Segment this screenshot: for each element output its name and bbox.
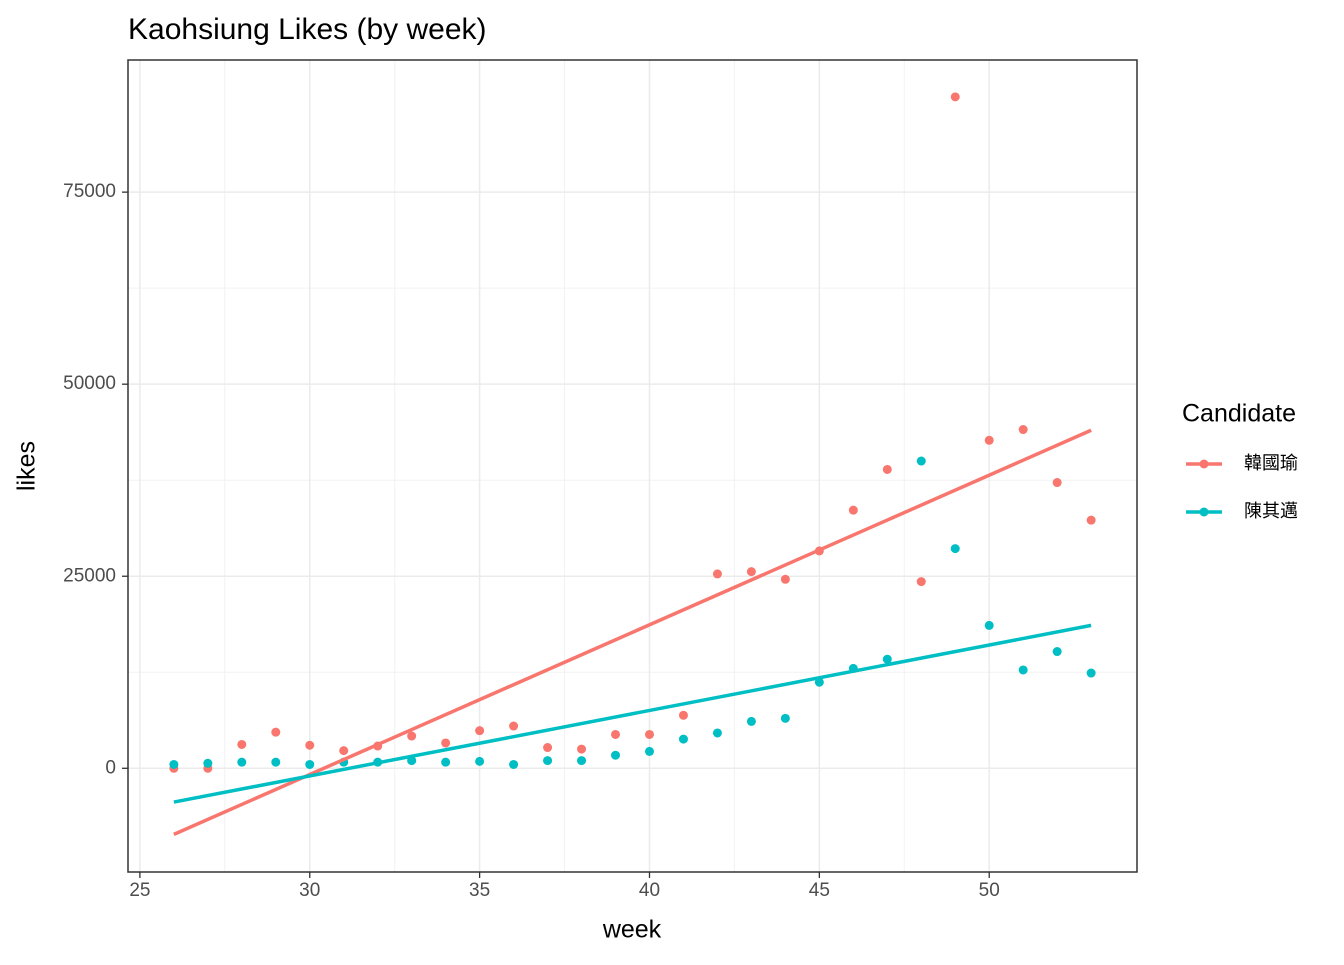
point bbox=[305, 740, 315, 750]
chart-title: Kaohsiung Likes (by week) bbox=[128, 13, 487, 46]
legend-marker bbox=[1199, 507, 1209, 517]
point bbox=[611, 729, 621, 739]
point bbox=[543, 756, 553, 766]
legend-label: 韓國瑜 bbox=[1244, 453, 1298, 473]
point bbox=[577, 744, 587, 754]
point bbox=[203, 758, 213, 768]
point bbox=[950, 92, 960, 102]
point bbox=[746, 567, 756, 577]
point bbox=[848, 505, 858, 515]
point bbox=[882, 464, 892, 474]
point bbox=[611, 750, 621, 760]
point bbox=[814, 677, 824, 687]
legend-title: Candidate bbox=[1182, 400, 1296, 428]
point bbox=[678, 734, 688, 744]
point bbox=[271, 727, 281, 737]
point bbox=[441, 757, 451, 767]
point bbox=[237, 757, 247, 767]
legend-marker bbox=[1199, 459, 1209, 469]
x-tick-label: 50 bbox=[979, 880, 1000, 901]
y-axis-label: likes bbox=[13, 441, 41, 491]
point bbox=[1018, 665, 1028, 675]
point bbox=[237, 739, 247, 749]
point bbox=[1018, 425, 1028, 435]
x-tick-label: 40 bbox=[639, 880, 660, 901]
y-tick-label: 25000 bbox=[63, 565, 116, 586]
point bbox=[644, 729, 654, 739]
point bbox=[475, 726, 485, 736]
point bbox=[441, 738, 451, 748]
point bbox=[1052, 478, 1062, 488]
point bbox=[1086, 668, 1096, 678]
point bbox=[644, 746, 654, 756]
point bbox=[407, 731, 417, 741]
trend-line bbox=[173, 428, 1092, 836]
point bbox=[882, 654, 892, 664]
point bbox=[678, 710, 688, 720]
point bbox=[1052, 647, 1062, 657]
y-tick-label: 75000 bbox=[63, 181, 116, 202]
point bbox=[984, 620, 994, 630]
point bbox=[1086, 515, 1096, 525]
point bbox=[712, 728, 722, 738]
trend-line bbox=[173, 623, 1092, 804]
x-axis-label: week bbox=[602, 916, 662, 944]
x-tick-label: 45 bbox=[809, 880, 830, 901]
point bbox=[950, 544, 960, 554]
point bbox=[509, 721, 519, 731]
x-tick-label: 25 bbox=[129, 880, 150, 901]
x-tick-label: 30 bbox=[299, 880, 320, 901]
point bbox=[780, 574, 790, 584]
point bbox=[271, 757, 281, 767]
point bbox=[169, 759, 179, 769]
plot-border bbox=[127, 59, 1138, 873]
point bbox=[509, 759, 519, 769]
point bbox=[712, 569, 722, 579]
y-tick-label: 0 bbox=[105, 757, 116, 778]
point bbox=[577, 756, 587, 766]
point bbox=[305, 759, 315, 769]
point bbox=[475, 756, 485, 766]
point bbox=[984, 435, 994, 445]
point bbox=[916, 577, 926, 587]
point bbox=[339, 746, 349, 756]
point bbox=[780, 713, 790, 723]
y-tick-label: 50000 bbox=[63, 373, 116, 394]
point bbox=[543, 743, 553, 753]
legend-label: 陳其邁 bbox=[1244, 501, 1298, 521]
point bbox=[746, 716, 756, 726]
point bbox=[916, 456, 926, 466]
x-tick-label: 35 bbox=[469, 880, 490, 901]
